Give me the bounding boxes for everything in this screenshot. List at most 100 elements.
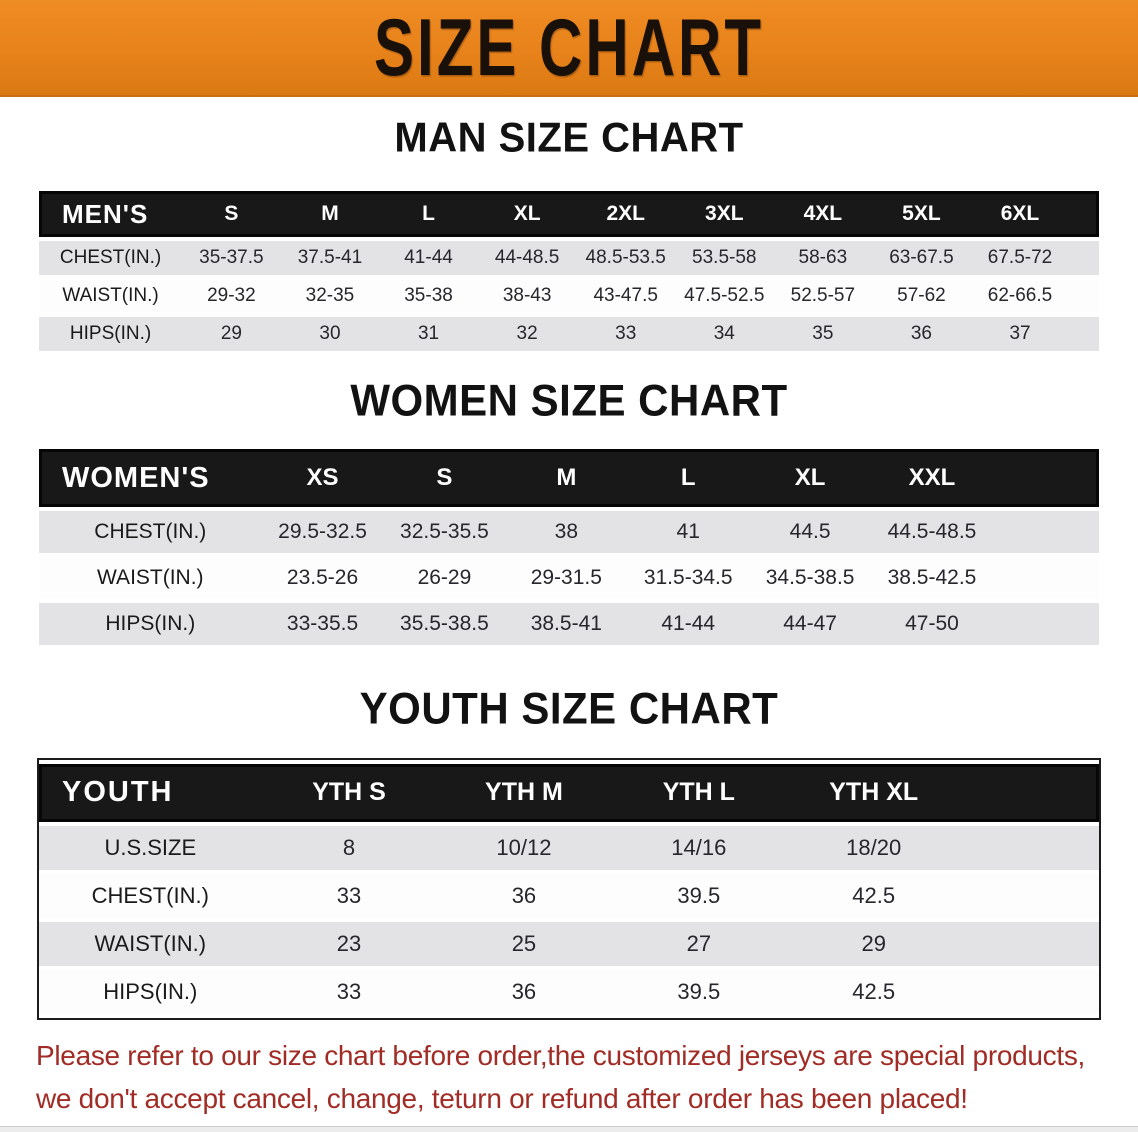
measure-value: 35-37.5 — [182, 241, 281, 275]
size-column-header: 5XL — [872, 191, 971, 237]
measure-value: 32.5-35.5 — [383, 511, 506, 554]
measure-value: 53.5-58 — [674, 241, 774, 275]
youth-section-heading: YOUTH SIZE CHART — [359, 684, 779, 734]
measure-value: 33 — [261, 969, 437, 1014]
women-size-table: WOMEN'S XS S M L XL XXL CHEST(IN.) 29.5-… — [39, 445, 1099, 649]
measure-value: 42.5 — [786, 873, 962, 918]
measure-value: 25 — [436, 921, 612, 966]
table-row: WAIST(IN.) 23.5-26 26-29 29-31.5 31.5-34… — [39, 557, 1099, 600]
measure-value: 63-67.5 — [872, 241, 971, 275]
table-header-row: YOUTH YTH S YTH M YTH L YTH XL — [39, 763, 1099, 822]
measure-value: 27 — [611, 921, 787, 966]
measure-value: 29-31.5 — [505, 557, 628, 600]
measure-label: WAIST(IN.) — [39, 279, 183, 313]
measure-value: 67.5-72 — [970, 241, 1070, 275]
youth-table-corner-label: YOUTH — [39, 763, 262, 822]
measure-value: 44.5 — [749, 511, 872, 554]
measure-label: WAIST(IN.) — [39, 557, 262, 600]
measure-value: 58-63 — [773, 241, 873, 275]
measure-value: 38-43 — [477, 279, 577, 313]
measure-value: 36 — [436, 873, 612, 918]
measure-label: CHEST(IN.) — [39, 511, 262, 554]
measure-value: 14/16 — [611, 825, 787, 870]
measure-value: 34 — [674, 317, 774, 351]
measure-value: 37.5-41 — [280, 241, 380, 275]
table-row: CHEST(IN.) 29.5-32.5 32.5-35.5 38 41 44.… — [39, 511, 1099, 554]
size-column-header: XS — [261, 449, 384, 508]
bottom-divider — [0, 1126, 1138, 1132]
men-table-corner-label: MEN'S — [39, 191, 183, 237]
measure-value: 29.5-32.5 — [261, 511, 384, 554]
measure-label: HIPS(IN.) — [39, 969, 262, 1014]
measure-value: 47.5-52.5 — [674, 279, 774, 313]
measure-value: 38 — [505, 511, 628, 554]
size-column-header: 2XL — [576, 191, 675, 237]
measure-value: 29-32 — [182, 279, 281, 313]
measure-value: 35.5-38.5 — [383, 603, 506, 646]
measure-value: 37 — [970, 317, 1070, 351]
table-row: HIPS(IN.) 33 36 39.5 42.5 — [39, 969, 1099, 1014]
women-section-heading: WOMEN SIZE CHART — [350, 375, 788, 426]
size-column-header: L — [627, 449, 750, 508]
measure-value: 29 — [182, 317, 281, 351]
measure-value: 44.5-48.5 — [871, 511, 993, 554]
measure-value: 48.5-53.5 — [576, 241, 675, 275]
measure-value: 30 — [280, 317, 380, 351]
banner: SIZE CHART — [0, 0, 1138, 97]
size-column-header: YTH XL — [786, 763, 962, 822]
size-column-header: S — [383, 449, 506, 508]
disclaimer-note: Please refer to our size chart before or… — [0, 1034, 1138, 1120]
measure-value: 62-66.5 — [970, 279, 1070, 313]
measure-label: U.S.SIZE — [39, 825, 262, 870]
table-row: HIPS(IN.) 29 30 31 32 33 34 35 36 37 — [39, 317, 1099, 351]
size-column-header: XL — [749, 449, 872, 508]
size-column-header: M — [505, 449, 628, 508]
filler-cell — [961, 873, 1099, 918]
measure-value: 23.5-26 — [261, 557, 384, 600]
measure-value: 29 — [786, 921, 962, 966]
men-size-table: MEN'S S M L XL 2XL 3XL 4XL 5XL 6XL CHEST… — [39, 187, 1099, 355]
men-section-heading: MAN SIZE CHART — [394, 114, 744, 162]
size-column-header: L — [379, 191, 478, 237]
measure-value: 34.5-38.5 — [749, 557, 872, 600]
measure-value: 31 — [379, 317, 478, 351]
youth-size-table: YOUTH YTH S YTH M YTH L YTH XL U.S.SIZE … — [39, 760, 1099, 1018]
measure-value: 32-35 — [280, 279, 380, 313]
measure-value: 52.5-57 — [773, 279, 873, 313]
measure-value: 43-47.5 — [576, 279, 675, 313]
filler-cell — [992, 603, 1099, 646]
table-row: U.S.SIZE 8 10/12 14/16 18/20 — [39, 825, 1099, 870]
measure-value: 32 — [477, 317, 577, 351]
size-column-header: YTH M — [436, 763, 612, 822]
size-column-header: 4XL — [773, 191, 873, 237]
size-column-header: 6XL — [970, 191, 1070, 237]
disclaimer-line-2: we don't accept cancel, change, teturn o… — [36, 1082, 968, 1114]
filler-cell — [961, 825, 1099, 870]
measure-value: 26-29 — [383, 557, 506, 600]
measure-label: HIPS(IN.) — [39, 603, 262, 646]
measure-label: WAIST(IN.) — [39, 921, 262, 966]
measure-label: CHEST(IN.) — [39, 873, 262, 918]
table-row: CHEST(IN.) 33 36 39.5 42.5 — [39, 873, 1099, 918]
filler-cell — [992, 511, 1099, 554]
page-title: SIZE CHART — [374, 2, 764, 93]
youth-table-frame: YOUTH YTH S YTH M YTH L YTH XL U.S.SIZE … — [37, 757, 1101, 1020]
measure-value: 39.5 — [611, 969, 787, 1014]
filler-cell — [1069, 241, 1099, 275]
measure-value: 33-35.5 — [261, 603, 384, 646]
measure-label: CHEST(IN.) — [39, 241, 183, 275]
table-row: WAIST(IN.) 23 25 27 29 — [39, 921, 1099, 966]
measure-value: 23 — [261, 921, 437, 966]
measure-value: 33 — [261, 873, 437, 918]
measure-value: 41 — [627, 511, 750, 554]
size-column-header: XXL — [871, 449, 993, 508]
measure-value: 36 — [436, 969, 612, 1014]
measure-value: 38.5-42.5 — [871, 557, 993, 600]
measure-value: 8 — [261, 825, 437, 870]
measure-value: 35 — [773, 317, 873, 351]
measure-value: 41-44 — [379, 241, 478, 275]
measure-label: HIPS(IN.) — [39, 317, 183, 351]
table-header-row: MEN'S S M L XL 2XL 3XL 4XL 5XL 6XL — [39, 191, 1099, 237]
filler-cell — [961, 921, 1099, 966]
